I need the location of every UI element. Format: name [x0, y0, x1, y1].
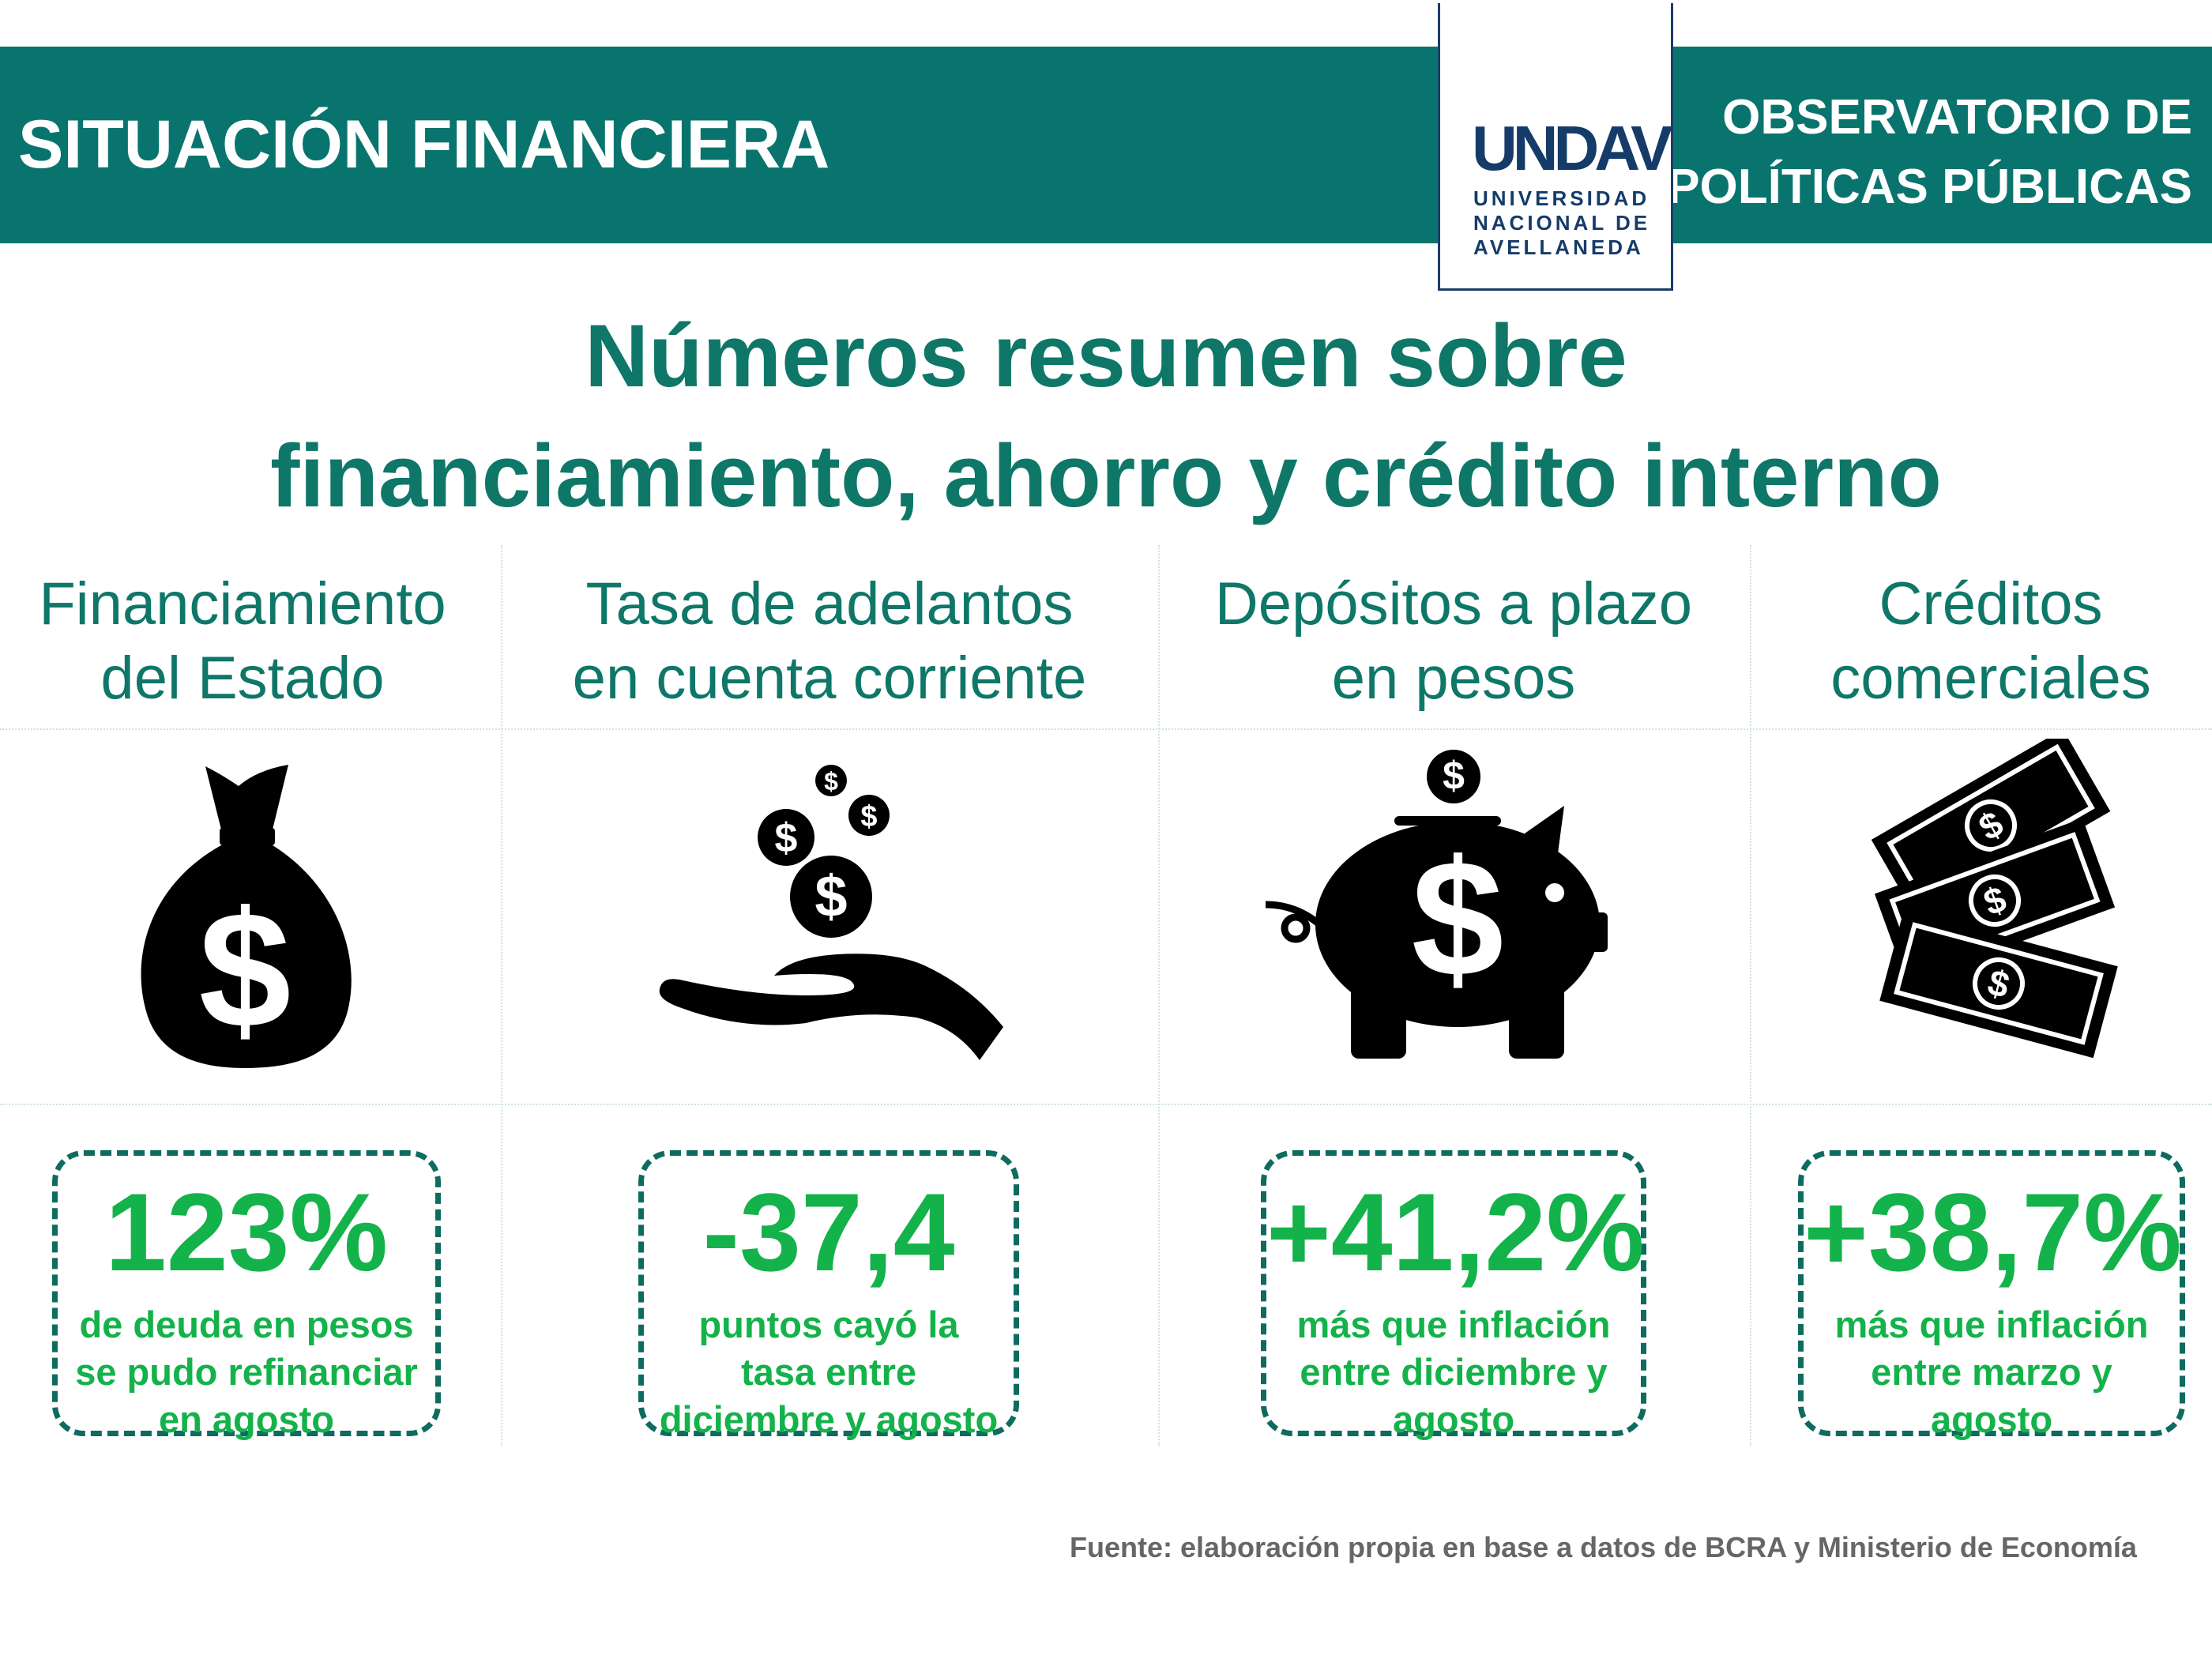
- column-divider: [501, 545, 502, 1446]
- column-heading-creditos: Créditos comerciales: [1754, 567, 2212, 716]
- logo-subtitle-line3: AVELLANEDA: [1473, 235, 1644, 259]
- svg-text:$: $: [775, 815, 798, 861]
- money-bag-icon: $: [141, 765, 352, 1068]
- column-divider: [1158, 545, 1160, 1446]
- column-heading-line2: comerciales: [1830, 645, 2151, 712]
- svg-text:$: $: [860, 800, 877, 833]
- logo-wordmark: UNDAV: [1472, 113, 1673, 183]
- page-title-line2: financiamiento, ahorro y crédito interno: [270, 427, 1942, 525]
- stat-value: +38,7%: [1804, 1170, 2182, 1294]
- observatory-title-line1: OBSERVATORIO DE: [1722, 90, 2192, 145]
- stat-description-line1: de deuda en pesos: [79, 1304, 414, 1345]
- hand-coins-icon: $ $ $ $: [659, 765, 1003, 1060]
- row-divider: [0, 1104, 2212, 1105]
- logo-subtitle: UNIVERSIDAD NACIONAL DE AVELLANEDA: [1473, 186, 1663, 260]
- svg-text:$: $: [814, 863, 847, 929]
- source-note: Fuente: elaboración propia en base a dat…: [1070, 1531, 2137, 1563]
- stat-description-line2: tasa entre: [740, 1351, 917, 1393]
- stat-description: más que inflación entre diciembre y agos…: [1266, 1301, 1641, 1443]
- stat-card-creditos: +38,7% más que inflación entre marzo y a…: [1798, 1150, 2185, 1440]
- stat-description-line2: entre diciembre y: [1300, 1351, 1608, 1393]
- stat-description-line1: más que inflación: [1296, 1304, 1611, 1345]
- column-heading-line2: del Estado: [100, 645, 385, 712]
- column-heading-tasa: Tasa de adelantos en cuenta corriente: [506, 567, 1153, 716]
- stat-card-tasa: -37,4 puntos cayó la tasa entre diciembr…: [638, 1150, 1019, 1440]
- row-divider: [0, 728, 2212, 730]
- stat-description-line1: más que inflación: [1834, 1304, 2149, 1345]
- stat-description: más que inflación entre marzo y agosto: [1804, 1301, 2180, 1443]
- column-heading-line2: en pesos: [1331, 645, 1576, 712]
- logo-subtitle-line2: NACIONAL DE: [1473, 211, 1651, 235]
- stat-value: -37,4: [702, 1170, 955, 1294]
- column-heading-line1: Depósitos a plazo: [1214, 570, 1693, 638]
- svg-text:$: $: [1412, 826, 1504, 1011]
- page-title: Números resumen sobre financiamiento, ah…: [0, 296, 2212, 536]
- banknotes-icon: $ $ $: [1871, 739, 2118, 1059]
- column-heading-depositos: Depósitos a plazo en pesos: [1161, 567, 1746, 716]
- header-bar: [0, 47, 2212, 243]
- stat-value: +41,2%: [1266, 1170, 1645, 1294]
- page-title-line1: Números resumen sobre: [585, 307, 1627, 405]
- stat-description-line3: agosto: [1930, 1398, 2053, 1440]
- stat-card-depositos: +41,2% más que inflación entre diciembre…: [1261, 1150, 1646, 1440]
- undav-logo: UNDAV UNIVERSIDAD NACIONAL DE AVELLANEDA: [1438, 3, 1673, 291]
- piggy-bank-icon: $ $: [1265, 750, 1608, 1059]
- stat-card-financiamiento: 123% de deuda en pesos se pudo refinanci…: [52, 1150, 441, 1440]
- stat-description-line2: entre marzo y: [1871, 1351, 2112, 1393]
- svg-text:$: $: [824, 767, 838, 796]
- column-heading-line1: Tasa de adelantos: [585, 570, 1074, 638]
- column-heading-financiamiento: Financiamiento del Estado: [0, 567, 485, 716]
- column-heading-line2: en cuenta corriente: [572, 645, 1087, 712]
- logo-subtitle-line1: UNIVERSIDAD: [1473, 186, 1650, 210]
- stat-description-line3: diciembre y agosto: [659, 1398, 999, 1440]
- stat-description-line3: agosto: [1392, 1398, 1515, 1440]
- stat-description-line3: en agosto: [159, 1398, 334, 1440]
- section-title: SITUACIÓN FINANCIERA: [18, 107, 830, 182]
- svg-text:$: $: [1443, 754, 1465, 798]
- stat-description: de deuda en pesos se pudo refinanciar en…: [58, 1301, 435, 1443]
- column-heading-line1: Créditos: [1879, 570, 2103, 638]
- svg-text:$: $: [199, 877, 292, 1063]
- stat-value: 123%: [104, 1170, 389, 1294]
- observatory-title-line2: POLÍTICAS PÚBLICAS: [1667, 160, 2192, 214]
- column-heading-line1: Financiamiento: [39, 570, 446, 638]
- observatory-title: OBSERVATORIO DE POLÍTICAS PÚBLICAS: [1639, 83, 2192, 222]
- stat-description: puntos cayó la tasa entre diciembre y ag…: [644, 1301, 1014, 1443]
- stat-description-line2: se pudo refinanciar: [75, 1351, 418, 1393]
- stat-description-line1: puntos cayó la: [698, 1304, 959, 1345]
- column-divider: [1750, 545, 1751, 1446]
